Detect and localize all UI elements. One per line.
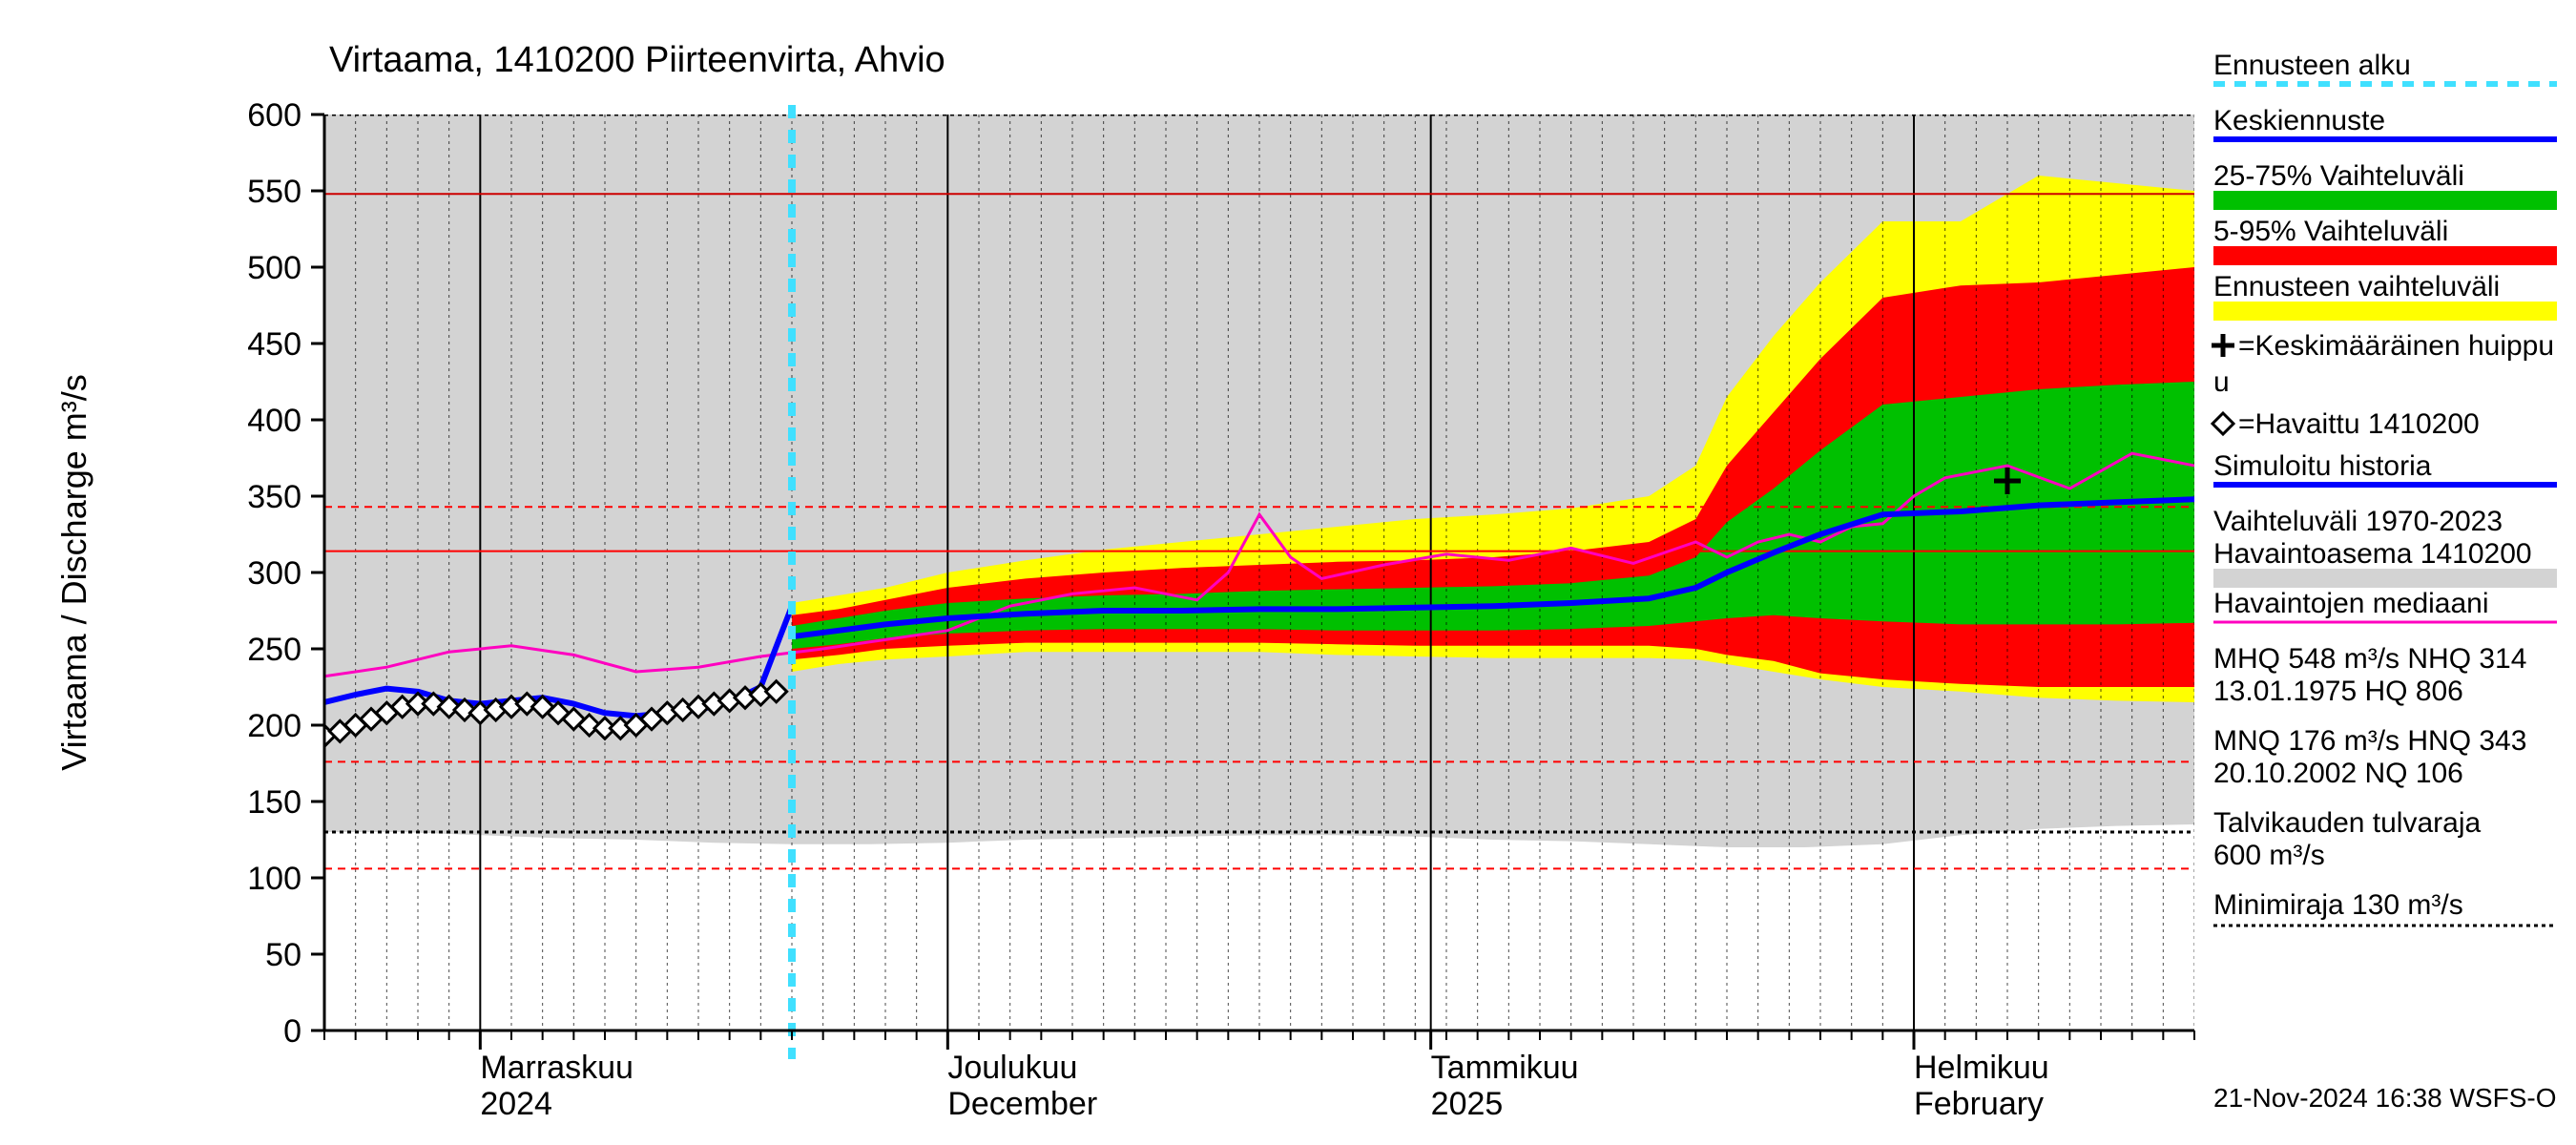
svg-text:250: 250 — [247, 632, 301, 668]
svg-text:500: 500 — [247, 250, 301, 286]
svg-text:Keskiennuste: Keskiennuste — [2213, 105, 2385, 136]
svg-text:MHQ 548 m³/s NHQ 314: MHQ 548 m³/s NHQ 314 — [2213, 643, 2526, 675]
svg-text:20.10.2002 NQ 106: 20.10.2002 NQ 106 — [2213, 758, 2463, 789]
svg-text:Talvikauden tulvaraja: Talvikauden tulvaraja — [2213, 807, 2481, 839]
svg-text:400: 400 — [247, 403, 301, 439]
svg-text:600: 600 — [247, 97, 301, 134]
chart-title: Virtaama, 1410200 Piirteenvirta, Ahvio — [329, 40, 945, 80]
svg-text:Minimiraja 130 m³/s: Minimiraja 130 m³/s — [2213, 889, 2463, 921]
svg-text:50: 50 — [265, 937, 301, 973]
svg-text:13.01.1975 HQ 806: 13.01.1975 HQ 806 — [2213, 676, 2463, 707]
svg-text:Helmikuu: Helmikuu — [1914, 1050, 2049, 1086]
svg-text:Marraskuu: Marraskuu — [480, 1050, 634, 1086]
y-axis-label: Virtaama / Discharge m³/s — [54, 374, 93, 770]
svg-text:150: 150 — [247, 784, 301, 821]
svg-text:300: 300 — [247, 555, 301, 592]
svg-text:600 m³/s: 600 m³/s — [2213, 840, 2325, 871]
svg-text:Vaihteluväli 1970-2023: Vaihteluväli 1970-2023 — [2213, 506, 2503, 537]
svg-text:Ennusteen vaihteluväli: Ennusteen vaihteluväli — [2213, 271, 2500, 302]
svg-text:u: u — [2213, 366, 2230, 398]
svg-text:MNQ 176 m³/s HNQ 343: MNQ 176 m³/s HNQ 343 — [2213, 725, 2526, 757]
svg-text:200: 200 — [247, 708, 301, 744]
svg-text:Havaintojen mediaani: Havaintojen mediaani — [2213, 588, 2489, 619]
footer-timestamp: 21-Nov-2024 16:38 WSFS-O — [2213, 1083, 2557, 1113]
svg-text:350: 350 — [247, 479, 301, 515]
svg-text:Havaintoasema 1410200: Havaintoasema 1410200 — [2213, 538, 2532, 570]
svg-text:450: 450 — [247, 326, 301, 363]
discharge-chart: Virtaama, 1410200 Piirteenvirta, Ahvio Vi… — [0, 0, 2576, 1145]
svg-text:2025: 2025 — [1431, 1086, 1504, 1122]
svg-text:100: 100 — [247, 861, 301, 897]
svg-text:Ennusteen alku: Ennusteen alku — [2213, 50, 2411, 81]
legend-item: =Havaittu 1410200 — [2212, 408, 2480, 440]
svg-text:Joulukuu: Joulukuu — [947, 1050, 1077, 1086]
svg-text:Simuloitu historia: Simuloitu historia — [2213, 450, 2432, 482]
svg-text:25-75% Vaihteluväli: 25-75% Vaihteluväli — [2213, 160, 2464, 192]
svg-text:0: 0 — [283, 1013, 301, 1050]
svg-text:=Havaittu 1410200: =Havaittu 1410200 — [2238, 408, 2480, 440]
svg-text:5-95% Vaihteluväli: 5-95% Vaihteluväli — [2213, 216, 2448, 247]
svg-text:=Keskimääräinen huippu: =Keskimääräinen huippu — [2238, 330, 2554, 362]
svg-text:Tammikuu: Tammikuu — [1431, 1050, 1579, 1086]
svg-text:2024: 2024 — [480, 1086, 552, 1122]
svg-text:February: February — [1914, 1086, 2044, 1122]
svg-text:December: December — [947, 1086, 1097, 1122]
svg-text:550: 550 — [247, 174, 301, 210]
